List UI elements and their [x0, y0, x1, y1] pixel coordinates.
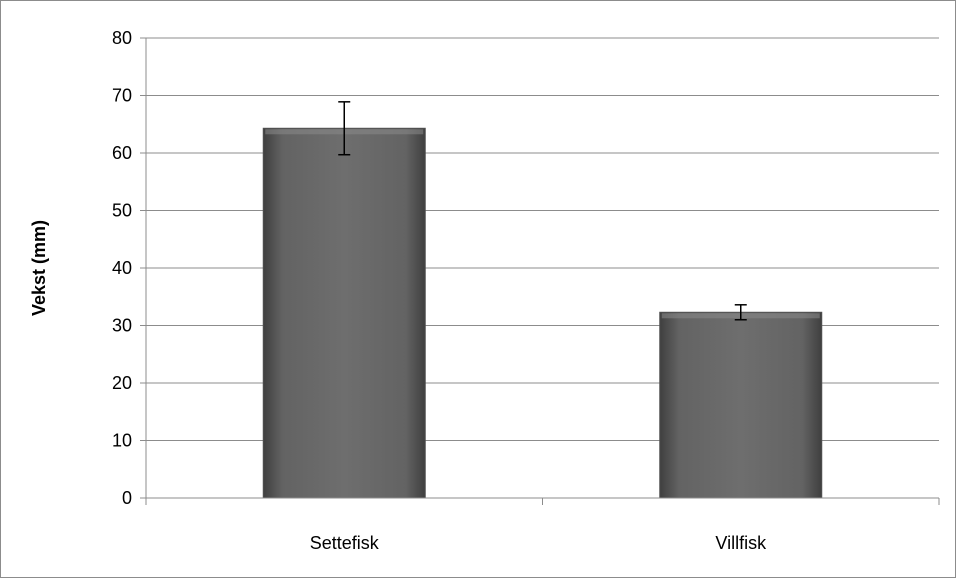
x-tick-label: Villfisk: [715, 533, 767, 553]
y-tick-label: 30: [112, 316, 132, 336]
y-tick-label: 20: [112, 373, 132, 393]
y-tick-label: 10: [112, 431, 132, 451]
y-tick-label: 60: [112, 143, 132, 163]
y-tick-label: 50: [112, 201, 132, 221]
error-bar-villfisk: [734, 304, 747, 321]
bar-settefisk: [262, 127, 426, 499]
bar-villfisk: [659, 311, 823, 499]
y-tick-label: 80: [112, 28, 132, 48]
bars: [262, 101, 823, 499]
y-tick-label: 40: [112, 258, 132, 278]
y-tick-label: 70: [112, 86, 132, 106]
axes: [140, 37, 940, 505]
y-tick-label: 0: [122, 488, 132, 508]
tick-labels: 0 10 20 30 40 50 60 70 80 Settefisk Villfisk: [112, 28, 767, 553]
y-axis-label: Vekst (mm): [29, 220, 49, 316]
x-tick-label: Settefisk: [310, 533, 380, 553]
error-bar-settefisk: [338, 101, 351, 156]
